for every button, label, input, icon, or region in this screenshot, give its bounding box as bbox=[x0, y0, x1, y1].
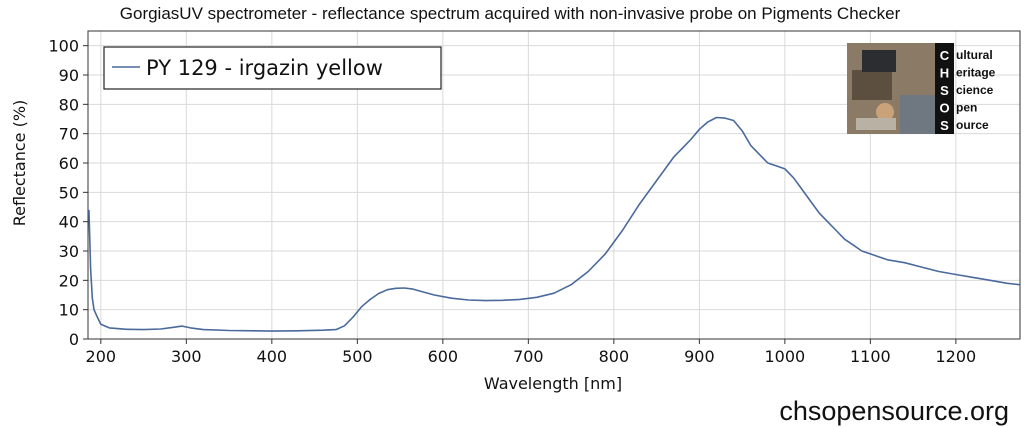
x-tick-label: 1000 bbox=[765, 347, 806, 366]
series-line-py129 bbox=[88, 116, 1021, 332]
logo-word: eritage bbox=[956, 66, 996, 80]
y-tick-label: 90 bbox=[59, 66, 79, 85]
x-tick-label: 1200 bbox=[936, 347, 977, 366]
x-tick-label: 700 bbox=[513, 347, 544, 366]
y-tick-label: 50 bbox=[59, 183, 79, 202]
chart-title: GorgiasUV spectrometer - reflectance spe… bbox=[120, 4, 901, 23]
x-tick-label: 200 bbox=[86, 347, 117, 366]
y-tick-label: 40 bbox=[59, 213, 79, 232]
y-tick-label: 60 bbox=[59, 154, 79, 173]
legend-box bbox=[103, 46, 442, 90]
x-tick-label: 300 bbox=[171, 347, 202, 366]
logo-word: pen bbox=[956, 101, 977, 115]
x-gridlines bbox=[100, 31, 957, 339]
logo-letter-bar bbox=[935, 43, 954, 134]
y-tick-label: 20 bbox=[59, 271, 79, 290]
y-tick-label: 30 bbox=[59, 242, 79, 261]
y-tick-label: 0 bbox=[69, 330, 79, 349]
logo-word: ource bbox=[956, 118, 989, 132]
logo-word: cience bbox=[956, 83, 994, 97]
y-tick-label: 80 bbox=[59, 95, 79, 114]
logo-letter: S bbox=[940, 118, 949, 133]
logo-letter: O bbox=[939, 101, 949, 116]
x-axis-label: Wavelength [nm] bbox=[484, 374, 622, 393]
x-tick-label: 800 bbox=[599, 347, 630, 366]
plot-frame bbox=[87, 30, 1021, 340]
y-axis-label: Reflectance (%) bbox=[10, 100, 29, 227]
x-tick-label: 600 bbox=[428, 347, 459, 366]
legend: PY 129 - irgazin yellow bbox=[103, 46, 442, 90]
legend-entry: PY 129 - irgazin yellow bbox=[146, 56, 383, 80]
x-tick-label: 900 bbox=[684, 347, 715, 366]
x-tick-label: 500 bbox=[342, 347, 373, 366]
x-tick-label: 400 bbox=[257, 347, 288, 366]
logo-words: ultural eritage cience pen ource bbox=[956, 48, 996, 132]
y-tick-label: 100 bbox=[48, 37, 79, 56]
logo-word: ultural bbox=[956, 48, 993, 62]
y-axis-ticks: 0 10 20 30 40 50 60 70 80 90 100 bbox=[48, 37, 88, 349]
footer-url: chsopensource.org bbox=[779, 396, 1009, 426]
x-tick-label: 1100 bbox=[850, 347, 891, 366]
logo-letter: S bbox=[940, 83, 949, 98]
logo-letter: C bbox=[940, 48, 950, 63]
y-tick-label: 10 bbox=[59, 301, 79, 320]
logo-letter: H bbox=[940, 66, 949, 81]
y-tick-label: 70 bbox=[59, 125, 79, 144]
x-axis-ticks: 200 300 400 500 600 700 800 900 1000 1100 1200 bbox=[86, 339, 977, 366]
